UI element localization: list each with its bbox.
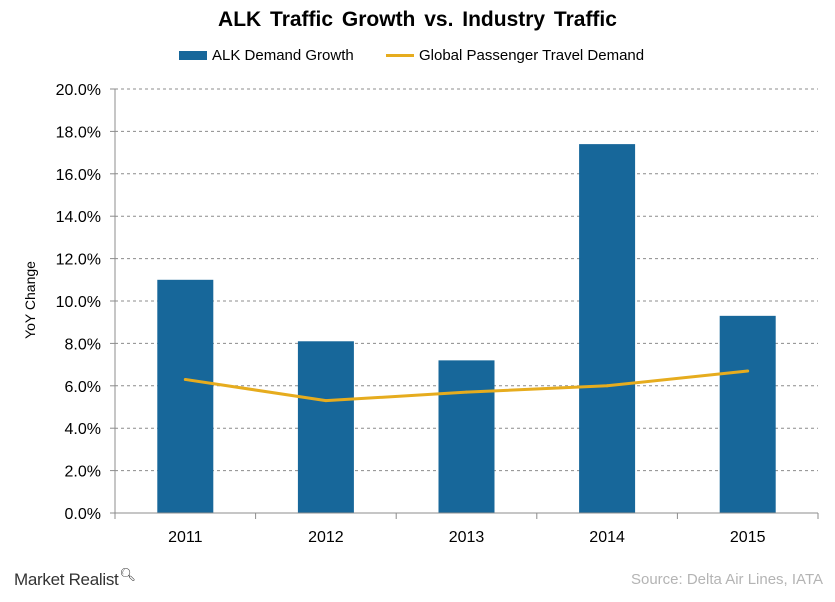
x-tick-label: 2014 bbox=[589, 529, 625, 546]
line-point-global-2011 bbox=[183, 377, 187, 381]
line-point-global-2014 bbox=[605, 384, 609, 388]
source-note: Source: Delta Air Lines, IATA bbox=[630, 571, 823, 588]
y-tick-label: 10.0% bbox=[56, 294, 101, 311]
legend-swatch-global bbox=[386, 54, 414, 57]
x-tick-label: 2013 bbox=[449, 529, 485, 546]
y-tick-label: 0.0% bbox=[65, 506, 101, 523]
bar-alk-2012 bbox=[297, 341, 354, 513]
legend-item-global: Global Passenger Travel Demand bbox=[386, 47, 644, 64]
y-tick-label: 6.0% bbox=[65, 379, 101, 396]
bar-alk-2015 bbox=[719, 315, 776, 513]
y-tick-label: 18.0% bbox=[56, 124, 101, 141]
y-tick-label: 14.0% bbox=[56, 209, 101, 226]
legend-label-global: Global Passenger Travel Demand bbox=[419, 47, 645, 64]
y-tick-label: 8.0% bbox=[65, 336, 101, 353]
brand-name: Market Realist bbox=[14, 570, 119, 589]
chart-title: ALK Traffic Growth vs. Industry Traffic bbox=[218, 8, 617, 31]
legend-swatch-alk bbox=[179, 51, 207, 60]
y-tick-label: 4.0% bbox=[65, 421, 101, 438]
legend-label-alk: ALK Demand Growth bbox=[212, 47, 354, 64]
bar-alk-2011 bbox=[157, 279, 214, 513]
x-tick-label: 2015 bbox=[730, 529, 766, 546]
legend-item-alk: ALK Demand Growth bbox=[179, 47, 354, 64]
magnifier-icon: 🔍︎ bbox=[119, 567, 136, 582]
y-tick-label: 2.0% bbox=[65, 464, 101, 481]
line-point-global-2013 bbox=[465, 390, 468, 394]
bar-alk-2014 bbox=[579, 144, 636, 513]
line-point-global-2015 bbox=[746, 369, 750, 373]
brand-logo: Market Realist 🔍︎ bbox=[14, 567, 136, 590]
y-tick-label: 16.0% bbox=[56, 167, 101, 184]
line-point-global-2012 bbox=[324, 399, 328, 403]
x-tick-label: 2012 bbox=[308, 529, 344, 546]
y-tick-label: 20.0% bbox=[56, 82, 101, 99]
bar-alk-2013 bbox=[438, 360, 495, 513]
x-tick-label: 2011 bbox=[168, 529, 203, 546]
chart-legend: ALK Demand Growth Global Passenger Trave… bbox=[0, 47, 835, 67]
y-tick-label: 12.0% bbox=[56, 252, 101, 269]
